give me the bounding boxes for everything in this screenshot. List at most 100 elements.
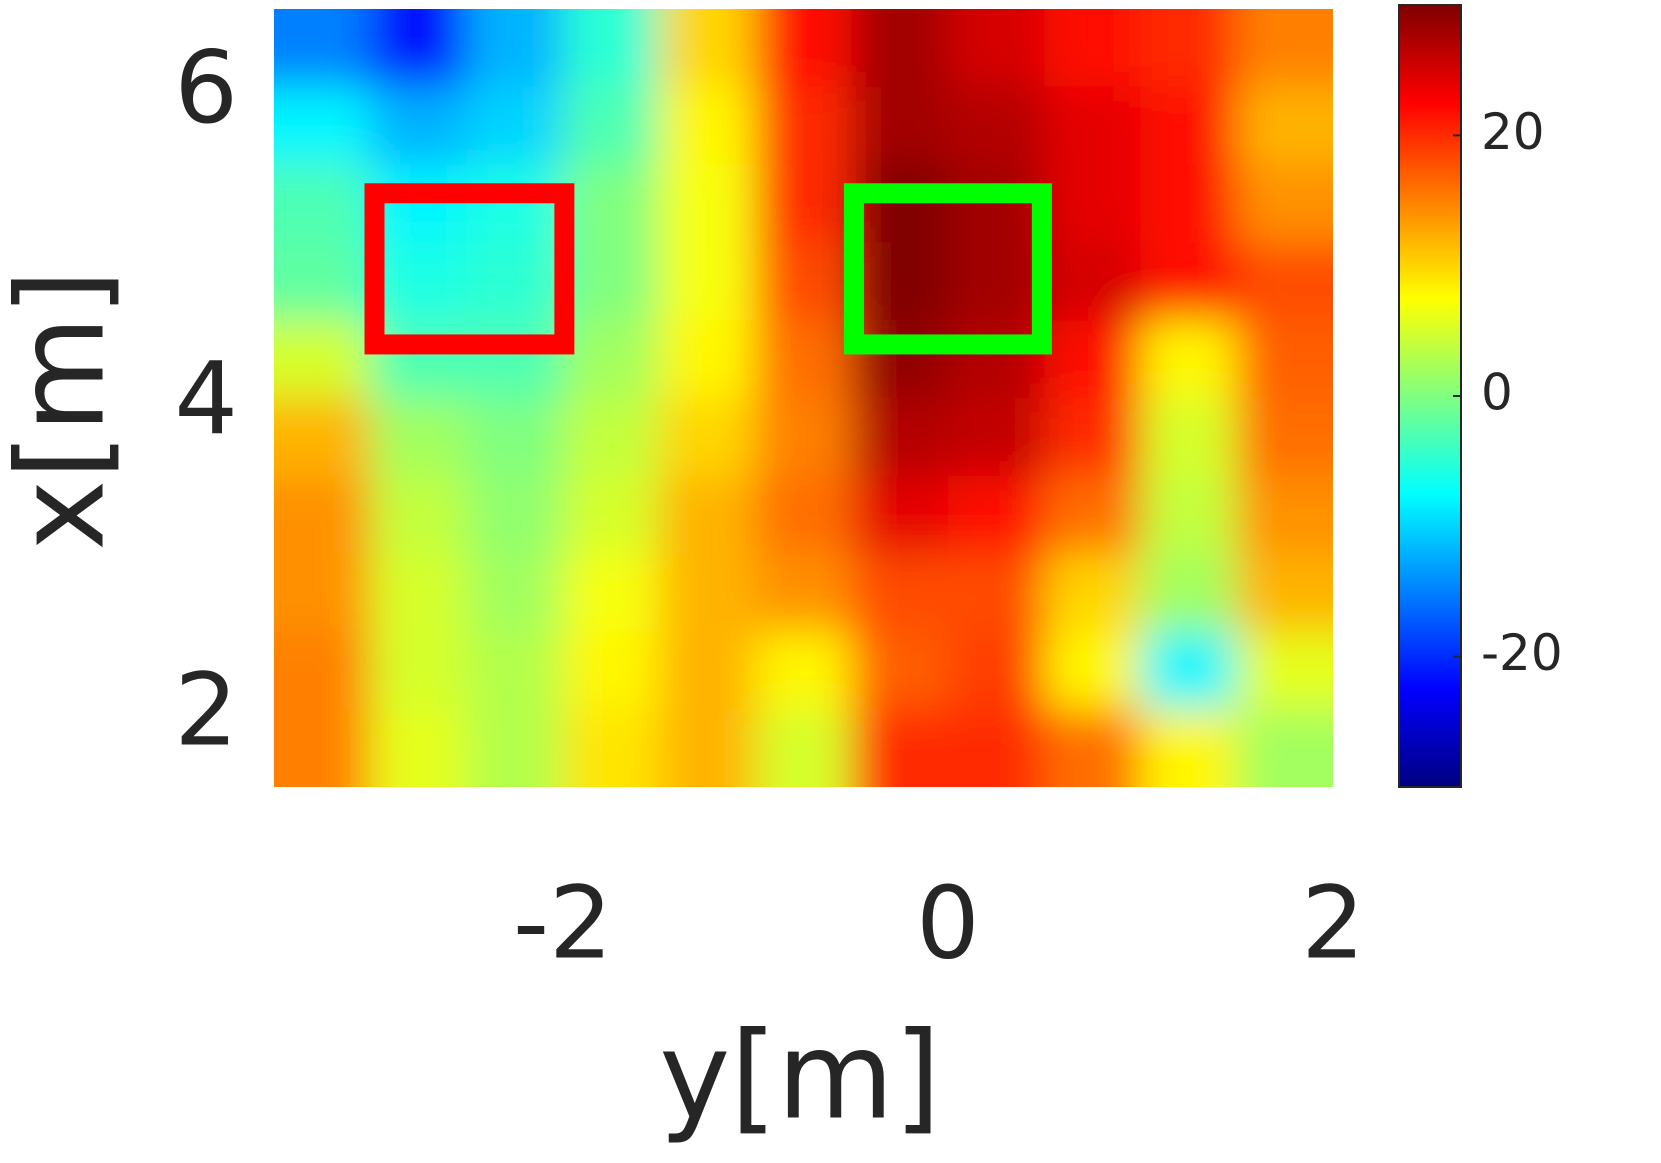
heat-cell bbox=[755, 631, 853, 710]
heat-cell bbox=[755, 164, 853, 243]
heat-cell bbox=[659, 242, 756, 321]
heat-cell bbox=[274, 398, 371, 477]
heat-cell bbox=[274, 553, 371, 632]
heat-cell bbox=[1044, 398, 1141, 477]
heat-cell bbox=[1044, 320, 1141, 399]
heat-cell bbox=[1044, 475, 1141, 555]
heat-cell bbox=[562, 86, 660, 166]
heat-cell bbox=[755, 475, 853, 555]
heat-cell bbox=[851, 242, 949, 321]
heat-cell bbox=[274, 164, 371, 243]
colorbar bbox=[1398, 4, 1462, 788]
heat-cell bbox=[466, 86, 564, 166]
heat-cell bbox=[466, 631, 564, 710]
heat-cell bbox=[1140, 398, 1238, 477]
heat-cell bbox=[1236, 631, 1333, 710]
heat-cell bbox=[851, 320, 949, 399]
heat-cell bbox=[274, 709, 371, 787]
x-tick-label: -2 bbox=[513, 864, 613, 981]
y-tick-label: 4 bbox=[174, 340, 238, 457]
heat-cell bbox=[370, 164, 468, 243]
colorbar-tick-label: 0 bbox=[1481, 364, 1513, 422]
heat-cell bbox=[1140, 709, 1238, 787]
heat-cell bbox=[755, 398, 853, 477]
heat-cell bbox=[466, 475, 564, 555]
heat-cell bbox=[659, 709, 756, 787]
y-tick-label: 6 bbox=[174, 29, 238, 146]
heat-cell bbox=[659, 164, 756, 243]
heat-cell bbox=[274, 9, 371, 88]
heat-cell bbox=[659, 553, 756, 632]
heat-cell bbox=[1044, 631, 1141, 710]
heat-cell bbox=[1236, 242, 1333, 321]
heat-cell bbox=[370, 242, 468, 321]
heat-cell bbox=[947, 9, 1045, 88]
heat-cell bbox=[851, 553, 949, 632]
y-tick-label: 2 bbox=[174, 651, 238, 768]
heat-cell bbox=[947, 398, 1045, 477]
heat-cell bbox=[851, 9, 949, 88]
heat-cell bbox=[659, 86, 756, 166]
heat-cell bbox=[370, 86, 468, 166]
heat-cell bbox=[851, 164, 949, 243]
heat-cell bbox=[370, 320, 468, 399]
heat-cell bbox=[659, 9, 756, 88]
heat-cell bbox=[274, 242, 371, 321]
heat-cell bbox=[466, 320, 564, 399]
colorbar-tick-label: -20 bbox=[1481, 624, 1563, 682]
heat-cell bbox=[562, 553, 660, 632]
heat-cell bbox=[947, 475, 1045, 555]
heat-cell bbox=[1044, 86, 1141, 166]
heat-cell bbox=[466, 242, 564, 321]
heat-cell bbox=[370, 398, 468, 477]
colorbar-tick-label: 20 bbox=[1481, 103, 1545, 161]
heatmap bbox=[274, 9, 1333, 787]
heat-cell bbox=[1140, 242, 1238, 321]
x-axis-label: y[m] bbox=[659, 1008, 941, 1147]
heat-cell bbox=[851, 631, 949, 710]
heat-cell bbox=[466, 709, 564, 787]
heat-cell bbox=[562, 242, 660, 321]
heat-cell bbox=[1236, 553, 1333, 632]
heat-cell bbox=[370, 475, 468, 555]
heat-cell bbox=[274, 86, 371, 166]
heat-cell bbox=[370, 631, 468, 710]
heat-cell bbox=[1236, 9, 1333, 88]
heat-cell bbox=[1140, 9, 1238, 88]
heat-cell bbox=[1140, 553, 1238, 632]
heat-cell bbox=[659, 475, 756, 555]
heat-cell bbox=[947, 86, 1045, 166]
heat-cell bbox=[466, 398, 564, 477]
region-box bbox=[364, 183, 575, 355]
heat-cell bbox=[370, 553, 468, 632]
heat-cell bbox=[755, 553, 853, 632]
heat-cell bbox=[1140, 631, 1238, 710]
heat-cell bbox=[1044, 709, 1141, 787]
heat-cell bbox=[947, 164, 1045, 243]
heat-cell bbox=[755, 320, 853, 399]
heat-cell bbox=[274, 320, 371, 399]
heat-cell bbox=[370, 9, 468, 88]
heat-cell bbox=[562, 475, 660, 555]
heat-cell bbox=[1044, 242, 1141, 321]
heat-cell bbox=[1236, 709, 1333, 787]
heat-cell bbox=[466, 553, 564, 632]
heat-cell bbox=[755, 709, 853, 787]
heat-cell bbox=[1044, 164, 1141, 243]
heat-cell bbox=[274, 475, 371, 555]
heat-cell bbox=[562, 398, 660, 477]
heat-cell bbox=[562, 709, 660, 787]
heat-cell bbox=[851, 86, 949, 166]
heat-cell bbox=[947, 320, 1045, 399]
heat-cell bbox=[947, 553, 1045, 632]
heat-cell bbox=[659, 631, 756, 710]
heat-cell bbox=[1140, 164, 1238, 243]
heat-cell bbox=[1236, 86, 1333, 166]
heat-cell bbox=[1140, 86, 1238, 166]
heat-cell bbox=[851, 475, 949, 555]
heat-cell bbox=[562, 631, 660, 710]
heat-cell bbox=[1236, 164, 1333, 243]
region-box bbox=[843, 183, 1052, 355]
